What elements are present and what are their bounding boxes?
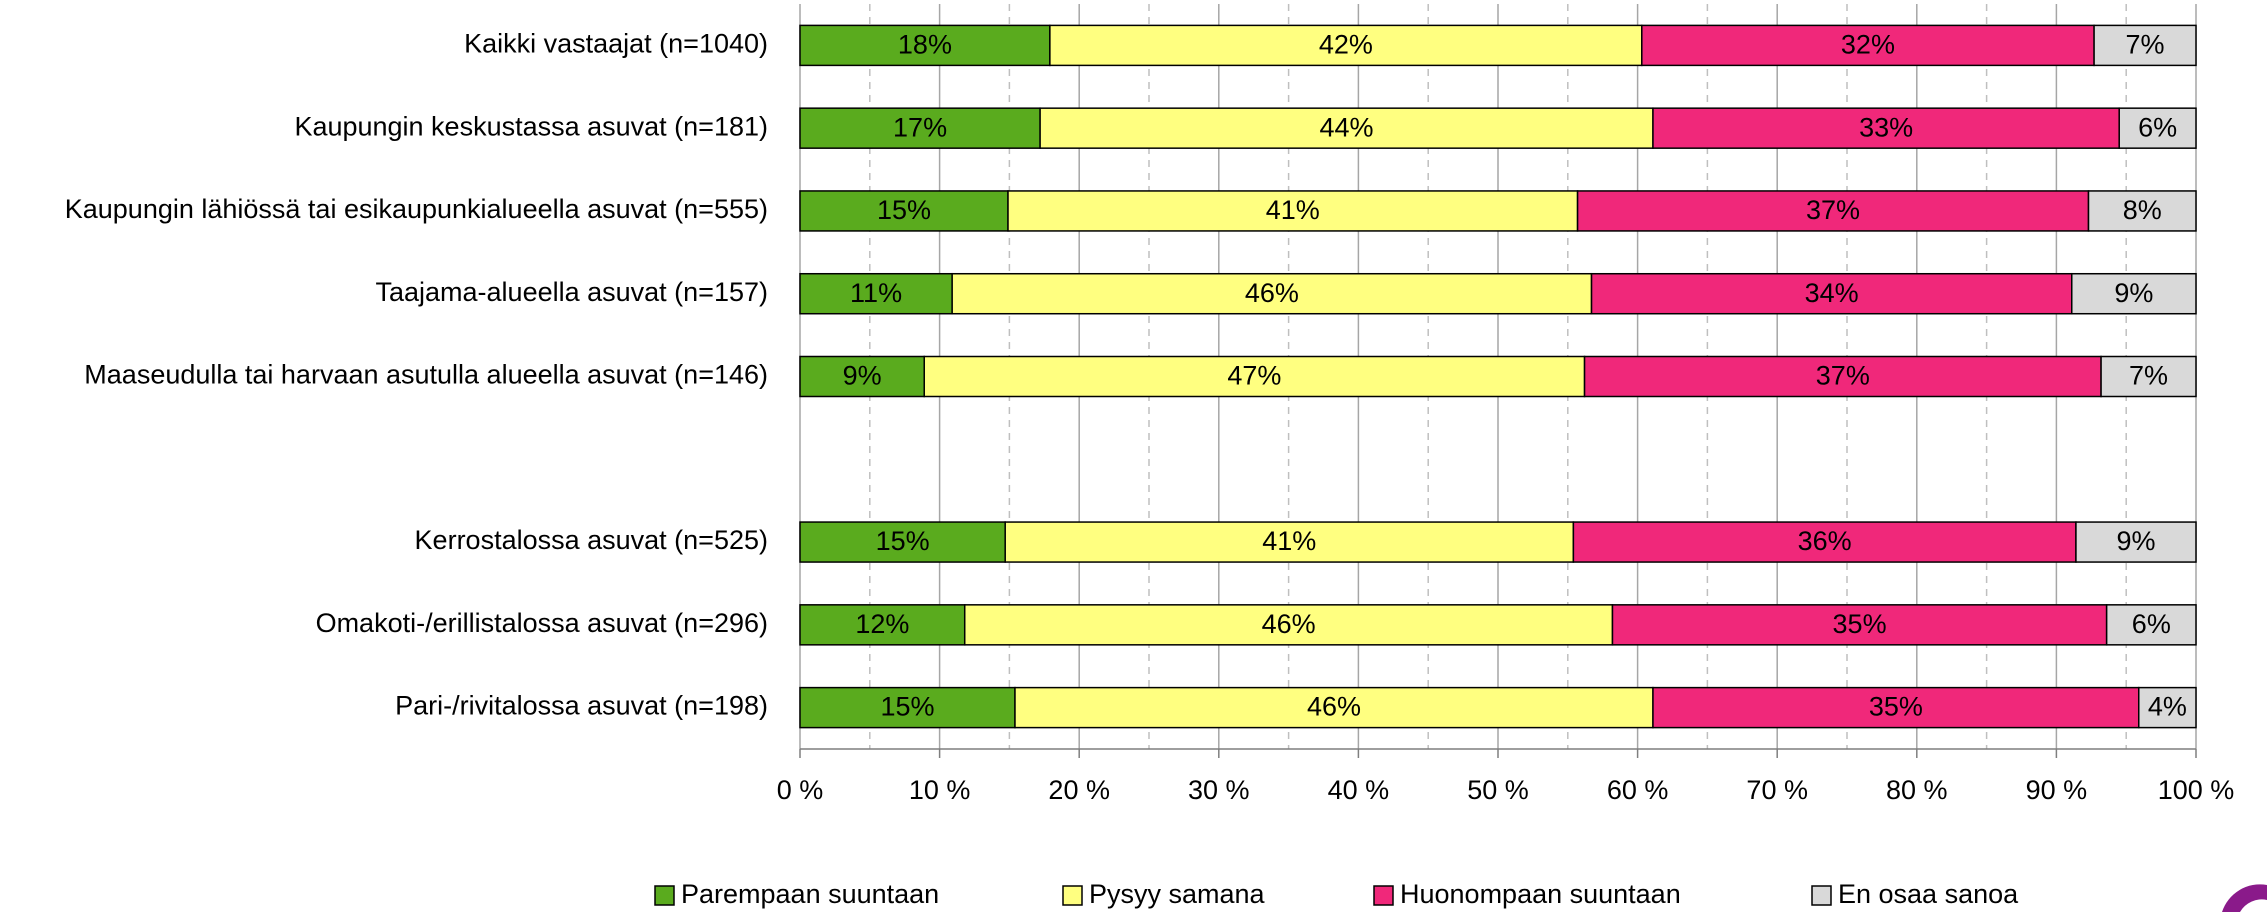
- bar-segment: [2093, 24, 2197, 67]
- value-label: 15%: [876, 526, 930, 556]
- legend-swatch: [654, 885, 675, 906]
- category-label: Kaupungin keskustassa asuvat (n=181): [294, 111, 768, 141]
- category-label: Maaseudulla tai harvaan asutulla alueell…: [84, 360, 768, 390]
- value-label: 37%: [1806, 195, 1860, 225]
- bar-segment: [2100, 355, 2197, 398]
- value-label: 42%: [1319, 30, 1373, 60]
- logo: [2222, 884, 2267, 912]
- x-tick-label: 20 %: [1048, 775, 1110, 805]
- bar-segment: [2071, 272, 2197, 315]
- value-label: 34%: [1805, 278, 1859, 308]
- value-label: 35%: [1869, 692, 1923, 722]
- value-label: 8%: [2123, 195, 2162, 225]
- value-label: 41%: [1262, 526, 1316, 556]
- category-label: Kaikki vastaajat (n=1040): [464, 29, 768, 59]
- bar-segment: [923, 355, 1586, 398]
- x-tick-label: 10 %: [909, 775, 971, 805]
- legend-label: Parempaan suuntaan: [681, 879, 939, 909]
- value-label: 11%: [850, 278, 902, 308]
- x-tick-label: 100 %: [2158, 775, 2235, 805]
- value-label: 7%: [2126, 30, 2165, 60]
- value-label: 4%: [2148, 692, 2187, 722]
- value-label: 32%: [1841, 30, 1895, 60]
- legend-label: Huonompaan suuntaan: [1400, 879, 1681, 909]
- bar-segment: [2138, 686, 2197, 729]
- value-label: 7%: [2129, 361, 2168, 391]
- bar-segment: [1641, 24, 2095, 67]
- bar-segment: [2118, 107, 2197, 149]
- value-label: 41%: [1266, 195, 1320, 225]
- bar-segment: [799, 272, 953, 315]
- value-label: 6%: [2138, 112, 2177, 142]
- bar-segment: [1576, 190, 2090, 232]
- value-label: 35%: [1833, 609, 1887, 639]
- x-tick-label: 30 %: [1188, 775, 1250, 805]
- x-tick-label: 60 %: [1607, 775, 1669, 805]
- bar-segment: [1652, 107, 2120, 149]
- bar-segment: [799, 355, 925, 398]
- value-label: 15%: [877, 195, 931, 225]
- category-label: Taajama-alueella asuvat (n=157): [376, 277, 769, 307]
- value-label: 9%: [2116, 526, 2155, 556]
- value-label: 9%: [843, 361, 882, 391]
- bar-segment: [951, 272, 1593, 315]
- bar-segment: [1590, 272, 2073, 315]
- legend-label: Pysyy samana: [1089, 879, 1266, 909]
- bar-segment: [1572, 521, 2077, 563]
- bar-segment: [799, 24, 1051, 67]
- bar-segment: [1007, 190, 1579, 232]
- x-tick-label: 40 %: [1328, 775, 1390, 805]
- category-label: Pari-/rivitalossa asuvat (n=198): [395, 691, 768, 721]
- bar-segment: [1049, 24, 1643, 67]
- bar-segment: [963, 604, 1614, 646]
- value-label: 17%: [893, 112, 947, 142]
- x-tick-label: 70 %: [1746, 775, 1808, 805]
- value-label: 47%: [1227, 361, 1281, 391]
- legend-swatch: [1373, 885, 1394, 906]
- value-label: 44%: [1320, 112, 1374, 142]
- bar-segment: [1014, 686, 1654, 729]
- bar-segment: [799, 521, 1006, 563]
- bar-segment: [1611, 604, 2108, 646]
- value-label: 37%: [1816, 361, 1870, 391]
- legend-swatch: [1811, 885, 1832, 906]
- x-tick-label: 90 %: [2026, 775, 2088, 805]
- category-label: Omakoti-/erillistalossa asuvat (n=296): [316, 608, 768, 638]
- value-label: 9%: [2114, 278, 2153, 308]
- bar-segment: [799, 604, 966, 646]
- bar-segment: [1004, 521, 1575, 563]
- value-label: 36%: [1798, 526, 1852, 556]
- bar-segment: [799, 107, 1041, 149]
- x-tick-label: 80 %: [1886, 775, 1948, 805]
- value-label: 46%: [1245, 278, 1299, 308]
- bar-segment: [2087, 190, 2197, 232]
- bar-segment: [2105, 604, 2197, 646]
- category-label: Kaupungin lähiössä tai esikaupunkialueel…: [65, 194, 768, 224]
- value-label: 12%: [855, 609, 909, 639]
- value-label: 33%: [1859, 112, 1913, 142]
- category-label: Kerrostalossa asuvat (n=525): [415, 525, 768, 555]
- legend-swatch: [1062, 885, 1083, 906]
- x-tick-label: 0 %: [777, 775, 824, 805]
- legend-label: En osaa sanoa: [1838, 879, 2019, 909]
- value-label: 15%: [880, 692, 934, 722]
- bar-segment: [799, 190, 1009, 232]
- bar-segment: [1039, 107, 1654, 149]
- value-label: 18%: [898, 30, 952, 60]
- x-tick-label: 50 %: [1467, 775, 1529, 805]
- value-label: 46%: [1307, 692, 1361, 722]
- bar-segment: [2075, 521, 2197, 563]
- value-label: 6%: [2132, 609, 2171, 639]
- value-label: 46%: [1262, 609, 1316, 639]
